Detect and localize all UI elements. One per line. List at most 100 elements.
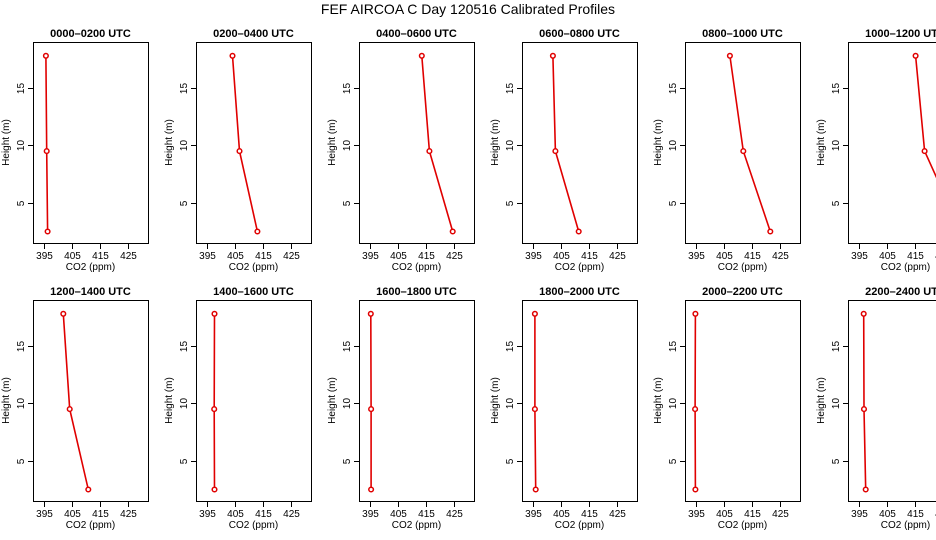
x-tick-label: 415 (92, 251, 109, 262)
data-point (211, 406, 218, 413)
data-point (236, 148, 243, 155)
y-tick-label: 5 (179, 458, 190, 464)
y-tick-label: 10 (342, 398, 353, 410)
x-tick-label: 415 (255, 509, 272, 520)
y-tick-label: 15 (668, 83, 679, 95)
y-tick-label: 5 (668, 200, 679, 206)
panel-2: 0200–0400 UTC 395 405 415 425 CO2 (ppm) 5 10 15 H… (164, 28, 312, 273)
data-point (552, 148, 559, 155)
x-tick-label: 415 (418, 509, 435, 520)
y-tick-label: 5 (342, 458, 353, 464)
plot-frame (522, 42, 638, 244)
panel-title: 0200–0400 UTC (213, 28, 294, 40)
data-point (532, 486, 539, 493)
data-point (692, 310, 699, 317)
x-tick-label: 425 (120, 509, 137, 520)
x-tick-label: 425 (609, 251, 626, 262)
x-axis-title: CO2 (ppm) (392, 520, 441, 531)
panel-title: 1600–1800 UTC (376, 286, 457, 298)
y-tick-label: 10 (16, 140, 27, 152)
y-tick-label: 15 (505, 83, 516, 95)
panel-10: 1800–2000 UTC 395 405 415 425 CO2 (ppm) 5 10 15 H… (490, 286, 638, 531)
x-tick-label: 405 (390, 509, 407, 520)
y-tick-label: 15 (505, 341, 516, 353)
data-point (42, 52, 49, 59)
data-point (575, 228, 582, 235)
co2-profile-line (231, 55, 259, 232)
y-axis-title: Height (m) (816, 377, 827, 424)
data-point (44, 228, 51, 235)
panel-title: 2000–2200 UTC (702, 286, 783, 298)
plot-frame (685, 300, 801, 502)
x-tick-label: 395 (851, 509, 868, 520)
figure-title: FEF AIRCOA C Day 120516 Calibrated Profi… (321, 1, 615, 17)
x-axis-title: CO2 (ppm) (881, 520, 930, 531)
y-axis-title: Height (m) (653, 377, 664, 424)
data-point (767, 228, 774, 235)
x-tick-label: 395 (525, 509, 542, 520)
x-tick-label: 405 (390, 251, 407, 262)
panel-11: 2000–2200 UTC 395 405 415 425 CO2 (ppm) 5 10 15 H… (653, 286, 801, 531)
y-tick-label: 5 (831, 200, 842, 206)
x-tick-label: 425 (772, 509, 789, 520)
plot-frame (685, 42, 801, 244)
co2-profile-line (729, 55, 772, 232)
data-point (692, 406, 699, 413)
plot-frame (522, 300, 638, 502)
y-tick-label: 5 (179, 200, 190, 206)
y-axis-title: Height (m) (164, 377, 175, 424)
y-tick-label: 5 (16, 458, 27, 464)
x-tick-label: 395 (362, 509, 379, 520)
y-tick-label: 10 (16, 398, 27, 410)
panel-title: 0600–0800 UTC (539, 28, 620, 40)
y-tick-label: 10 (179, 140, 190, 152)
x-axis-title: CO2 (ppm) (881, 262, 930, 273)
plot-frame (196, 300, 312, 502)
x-tick-label: 425 (283, 251, 300, 262)
plot-frame (359, 42, 475, 244)
data-point (368, 406, 375, 413)
x-axis-title: CO2 (ppm) (229, 520, 278, 531)
x-axis-title: CO2 (ppm) (66, 262, 115, 273)
panel-3: 0400–0600 UTC 395 405 415 425 CO2 (ppm) 5 10 15 H… (327, 28, 475, 273)
data-point (860, 310, 867, 317)
data-point (549, 52, 556, 59)
co2-profile-line (914, 55, 936, 179)
data-point (66, 406, 73, 413)
x-tick-label: 415 (907, 509, 924, 520)
data-point (418, 52, 425, 59)
y-tick-label: 5 (668, 458, 679, 464)
x-tick-label: 415 (255, 251, 272, 262)
panel-5: 0800–1000 UTC 395 405 415 425 CO2 (ppm) 5 10 15 H… (653, 28, 801, 273)
data-point (85, 486, 92, 493)
y-tick-label: 15 (179, 83, 190, 95)
y-tick-label: 10 (668, 140, 679, 152)
data-point (449, 228, 456, 235)
x-tick-label: 395 (36, 509, 53, 520)
y-tick-label: 15 (342, 341, 353, 353)
data-point (862, 486, 869, 493)
x-tick-label: 405 (64, 509, 81, 520)
x-tick-label: 405 (64, 251, 81, 262)
x-tick-label: 405 (227, 251, 244, 262)
data-point (229, 52, 236, 59)
data-point (211, 486, 218, 493)
co2-profile-line (552, 55, 580, 232)
y-tick-label: 15 (16, 83, 27, 95)
x-tick-label: 405 (553, 251, 570, 262)
y-axis-title: Height (m) (653, 119, 664, 166)
data-point (692, 486, 699, 493)
y-tick-label: 10 (505, 140, 516, 152)
plot-frame (359, 300, 475, 502)
x-tick-label: 425 (283, 509, 300, 520)
x-axis-title: CO2 (ppm) (555, 520, 604, 531)
panel-title: 1800–2000 UTC (539, 286, 620, 298)
y-tick-label: 10 (179, 398, 190, 410)
co2-profile-line (862, 313, 867, 490)
y-axis-title: Height (m) (490, 377, 501, 424)
x-tick-label: 415 (907, 251, 924, 262)
data-point (367, 310, 374, 317)
x-tick-label: 395 (688, 509, 705, 520)
plot-frame (33, 300, 149, 502)
data-point (726, 52, 733, 59)
